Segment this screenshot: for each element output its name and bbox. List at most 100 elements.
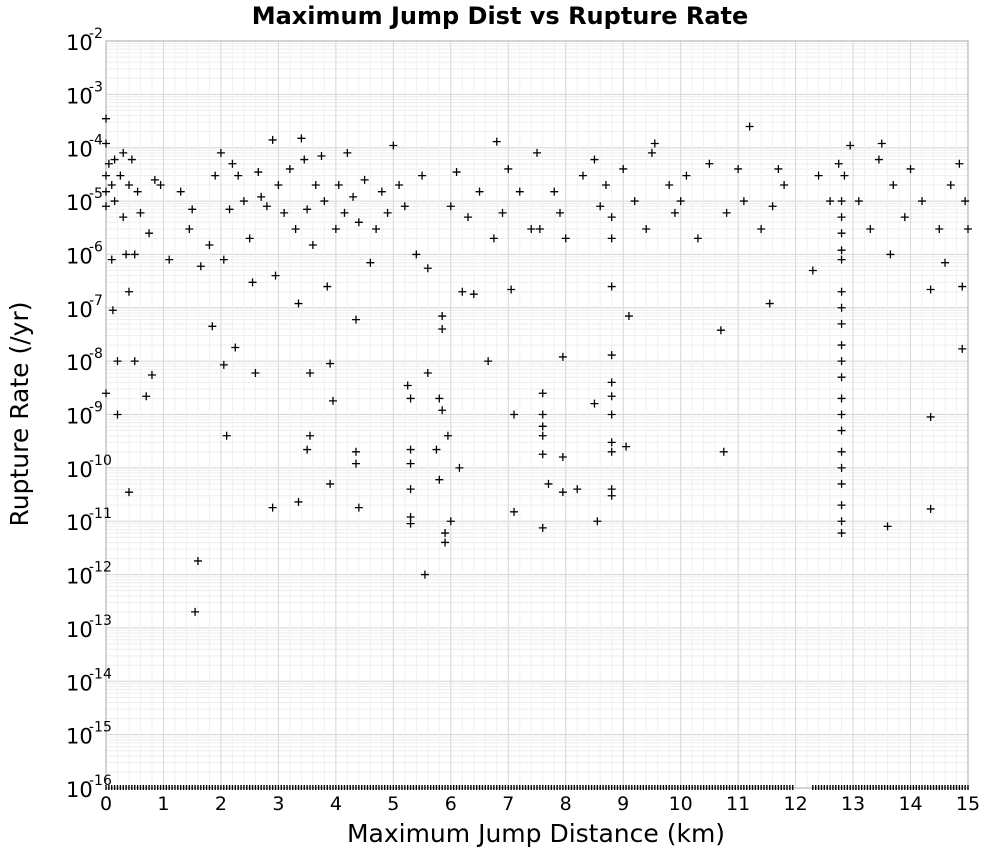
data-point bbox=[406, 459, 415, 468]
data-point bbox=[854, 197, 863, 206]
data-point bbox=[527, 224, 536, 233]
data-point bbox=[435, 394, 444, 403]
data-point bbox=[104, 159, 113, 168]
data-point bbox=[558, 452, 567, 461]
data-point bbox=[607, 392, 616, 401]
data-point bbox=[311, 181, 320, 190]
data-point bbox=[191, 607, 200, 616]
data-point bbox=[208, 322, 217, 331]
data-point bbox=[438, 325, 447, 334]
data-point bbox=[156, 181, 165, 190]
data-point bbox=[300, 155, 309, 164]
y-tick-label-exponent: -12 bbox=[89, 560, 112, 576]
data-point bbox=[245, 234, 254, 243]
data-point bbox=[185, 224, 194, 233]
data-point bbox=[926, 412, 935, 421]
data-point bbox=[438, 406, 447, 415]
data-point bbox=[317, 151, 326, 160]
data-point bbox=[340, 208, 349, 217]
data-point bbox=[323, 282, 332, 291]
x-tick-label: 13 bbox=[841, 793, 865, 815]
y-tick-label-base: 10 bbox=[66, 458, 93, 482]
data-point bbox=[234, 171, 243, 180]
data-point bbox=[406, 519, 415, 528]
data-point bbox=[294, 497, 303, 506]
x-tick-label: 9 bbox=[617, 793, 629, 815]
data-point bbox=[124, 488, 133, 497]
data-point bbox=[469, 290, 478, 299]
y-axis-label: Rupture Rate (/yr) bbox=[5, 302, 34, 527]
data-point bbox=[607, 491, 616, 500]
data-point bbox=[837, 373, 846, 382]
data-point bbox=[254, 168, 263, 177]
data-point bbox=[946, 181, 955, 190]
data-point bbox=[403, 381, 412, 390]
y-tick-label-exponent: -5 bbox=[89, 186, 103, 202]
data-point bbox=[231, 343, 240, 352]
data-point bbox=[176, 187, 185, 196]
y-tick-label-base: 10 bbox=[66, 84, 93, 108]
data-point bbox=[328, 396, 337, 405]
data-point bbox=[538, 389, 547, 398]
data-point bbox=[757, 224, 766, 233]
data-point bbox=[837, 213, 846, 222]
data-point bbox=[918, 197, 927, 206]
data-point bbox=[438, 312, 447, 321]
data-point bbox=[837, 341, 846, 350]
data-point bbox=[780, 181, 789, 190]
data-point bbox=[837, 463, 846, 472]
data-point bbox=[719, 447, 728, 456]
x-tick-label: 5 bbox=[387, 793, 399, 815]
data-point bbox=[412, 250, 421, 259]
data-point bbox=[607, 447, 616, 456]
x-tick-label: 0 bbox=[100, 793, 112, 815]
data-point bbox=[837, 479, 846, 488]
data-point bbox=[935, 224, 944, 233]
data-point bbox=[219, 360, 228, 369]
data-point bbox=[285, 164, 294, 173]
data-point bbox=[642, 224, 651, 233]
data-point bbox=[354, 503, 363, 512]
data-point bbox=[510, 410, 519, 419]
data-point bbox=[837, 529, 846, 538]
data-point bbox=[607, 234, 616, 243]
data-point bbox=[351, 315, 360, 324]
data-point bbox=[906, 164, 915, 173]
y-tick-label-base: 10 bbox=[66, 351, 93, 375]
data-point bbox=[665, 181, 674, 190]
y-tick-label-exponent: -14 bbox=[89, 666, 112, 682]
data-point bbox=[596, 202, 605, 211]
data-point bbox=[607, 378, 616, 387]
data-point bbox=[130, 357, 139, 366]
data-point bbox=[274, 181, 283, 190]
x-axis-label: Maximum Jump Distance (km) bbox=[347, 819, 725, 848]
data-point bbox=[705, 159, 714, 168]
data-point bbox=[351, 459, 360, 468]
data-point bbox=[228, 159, 237, 168]
data-point bbox=[515, 187, 524, 196]
data-point bbox=[366, 258, 375, 267]
data-point bbox=[619, 164, 628, 173]
data-point bbox=[538, 431, 547, 440]
data-point bbox=[306, 368, 315, 377]
y-tick-label-base: 10 bbox=[66, 778, 93, 802]
data-point bbox=[958, 282, 967, 291]
data-point bbox=[196, 262, 205, 271]
x-tick-labels: 0 1 2 3 4 5 6 7 8 9 10 11 12 13 14 15 bbox=[100, 793, 980, 815]
x-tick-label: 2 bbox=[215, 793, 227, 815]
data-point bbox=[682, 171, 691, 180]
data-point bbox=[558, 352, 567, 361]
data-point bbox=[533, 148, 541, 157]
data-point bbox=[349, 192, 358, 201]
data-point bbox=[676, 197, 685, 206]
data-point bbox=[607, 282, 616, 291]
y-tick-label-base: 10 bbox=[66, 565, 93, 589]
data-point bbox=[102, 114, 110, 123]
data-point bbox=[464, 213, 473, 222]
data-point bbox=[507, 285, 516, 294]
data-point bbox=[406, 512, 415, 521]
y-tick-label-exponent: -8 bbox=[89, 346, 103, 362]
data-point bbox=[268, 135, 277, 144]
data-point bbox=[326, 359, 335, 368]
